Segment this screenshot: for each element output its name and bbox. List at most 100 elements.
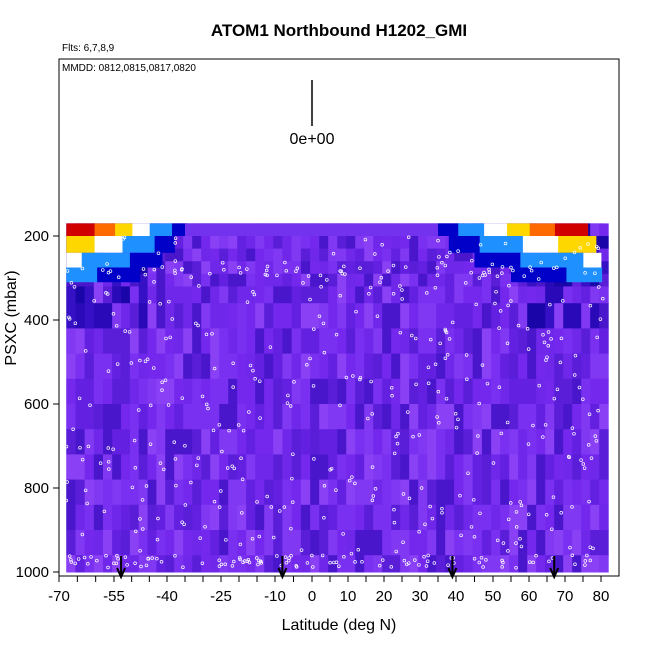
heatmap-cell bbox=[373, 429, 383, 455]
heatmap-cell bbox=[572, 404, 582, 430]
heatmap-cell bbox=[273, 555, 283, 573]
sample-marker bbox=[428, 504, 432, 509]
heatmap-cell bbox=[554, 454, 564, 481]
heatmap-cell bbox=[581, 328, 591, 355]
heatmap-cell bbox=[472, 504, 483, 531]
heatmap-cell bbox=[165, 479, 175, 506]
sample-marker bbox=[358, 266, 362, 271]
heatmap-cell bbox=[291, 236, 302, 250]
heatmap-cell bbox=[84, 286, 95, 304]
sample-marker bbox=[409, 333, 414, 338]
heatmap-cell bbox=[572, 530, 582, 556]
heatmap-cell bbox=[147, 530, 157, 556]
sample-marker bbox=[67, 317, 72, 321]
heatmap-cell bbox=[491, 404, 501, 430]
sample-marker bbox=[78, 445, 82, 450]
sample-marker bbox=[168, 335, 172, 340]
band-cell bbox=[465, 223, 469, 236]
heatmap-cell bbox=[545, 429, 555, 455]
heatmap-cell bbox=[165, 261, 175, 275]
heatmap-cell bbox=[445, 261, 455, 275]
heatmap-cell bbox=[337, 454, 347, 481]
heatmap-cell bbox=[228, 530, 238, 556]
band-cell bbox=[585, 252, 589, 268]
band-cell bbox=[473, 223, 477, 236]
band-cell bbox=[492, 236, 496, 253]
band-cell bbox=[581, 267, 585, 283]
heatmap-cell bbox=[319, 479, 329, 506]
sample-marker bbox=[506, 549, 510, 553]
heatmap-cell bbox=[147, 328, 157, 355]
band-cell bbox=[464, 236, 468, 253]
heatmap-cell bbox=[454, 429, 464, 455]
sample-marker bbox=[166, 403, 171, 407]
heatmap-cell bbox=[481, 286, 492, 304]
heatmap-cell bbox=[174, 353, 184, 380]
heatmap-cell bbox=[536, 555, 546, 573]
heatmap-cell bbox=[228, 353, 238, 380]
heatmap-cell bbox=[509, 555, 519, 573]
heatmap-cell bbox=[273, 303, 283, 329]
heatmap-cell bbox=[536, 404, 546, 430]
heatmap-cell bbox=[472, 303, 483, 329]
sample-marker bbox=[437, 255, 441, 259]
heatmap-cell bbox=[382, 286, 392, 304]
heatmap-cell bbox=[138, 404, 149, 430]
heatmap-cell bbox=[273, 454, 283, 481]
band-cell bbox=[129, 236, 133, 253]
band-cell bbox=[94, 267, 98, 283]
heatmap-cell bbox=[66, 504, 76, 531]
band-cell bbox=[122, 252, 126, 268]
band-cell bbox=[132, 236, 136, 253]
sample-marker bbox=[173, 457, 178, 461]
sample-marker bbox=[219, 562, 224, 567]
band-cell bbox=[102, 267, 106, 283]
heatmap-cell bbox=[418, 555, 428, 573]
band-cell bbox=[169, 236, 173, 253]
sample-marker bbox=[156, 251, 161, 255]
heatmap-cell bbox=[500, 261, 510, 275]
flight-arrows bbox=[116, 556, 560, 580]
band-cell bbox=[129, 252, 133, 268]
heatmap-cell bbox=[291, 328, 302, 355]
band-cell bbox=[76, 223, 80, 236]
heatmap-cell bbox=[545, 555, 555, 573]
heatmap-cell bbox=[463, 328, 474, 355]
sample-marker bbox=[342, 555, 346, 559]
heatmap-cell bbox=[66, 353, 76, 380]
sample-marker bbox=[591, 546, 595, 551]
band-cell bbox=[79, 267, 83, 283]
sample-marker bbox=[491, 461, 496, 465]
band-cell bbox=[477, 236, 481, 253]
heatmap-cell bbox=[436, 273, 446, 287]
heatmap-cell bbox=[291, 429, 302, 455]
sample-marker bbox=[334, 560, 339, 564]
band-cell bbox=[575, 223, 578, 236]
heatmap-cell bbox=[300, 479, 311, 506]
sample-marker bbox=[443, 263, 448, 268]
flight-arrow-head bbox=[116, 567, 126, 580]
heatmap-cell bbox=[581, 378, 591, 405]
sample-marker bbox=[358, 377, 362, 382]
band-cell bbox=[94, 223, 98, 236]
sample-marker bbox=[275, 273, 279, 278]
band-cell bbox=[122, 223, 126, 236]
y-tick-label: 800 bbox=[24, 480, 49, 497]
sample-marker bbox=[284, 560, 289, 565]
sample-marker bbox=[116, 275, 121, 280]
sample-marker bbox=[263, 272, 268, 277]
sample-marker bbox=[306, 274, 311, 278]
band-cell bbox=[117, 223, 121, 236]
sample-marker bbox=[322, 483, 327, 488]
band-cell bbox=[463, 223, 467, 236]
heatmap-cell bbox=[93, 303, 104, 329]
sample-marker bbox=[401, 492, 406, 496]
sample-marker bbox=[601, 296, 605, 301]
heatmap-cell bbox=[472, 454, 483, 481]
sample-marker bbox=[73, 321, 78, 325]
heatmap-cell bbox=[192, 378, 202, 405]
heatmap-cell bbox=[545, 479, 555, 506]
heatmap-cell bbox=[355, 286, 365, 304]
sample-marker bbox=[354, 309, 358, 314]
heatmap-cell bbox=[129, 328, 140, 355]
